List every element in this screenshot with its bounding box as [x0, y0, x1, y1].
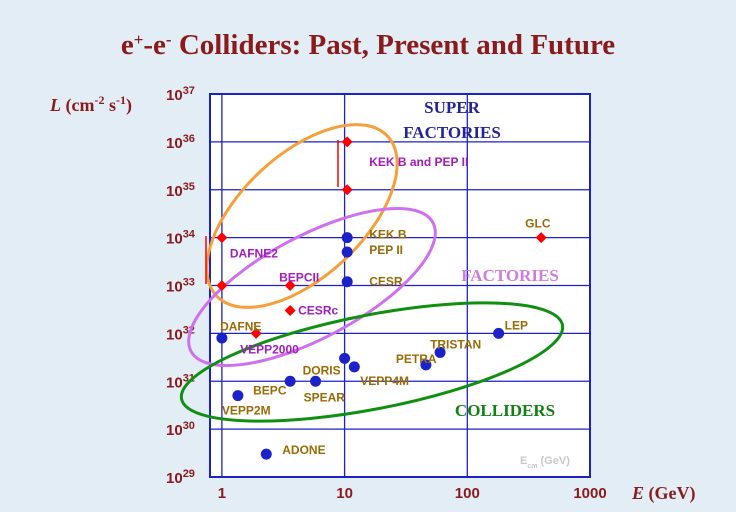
petra-label: PETRA	[396, 352, 437, 366]
x-tick-label: 1000	[573, 485, 606, 502]
spear-marker	[310, 375, 322, 387]
pep-ii-marker	[341, 246, 353, 258]
glc-label: GLC	[525, 217, 551, 231]
y-axis-label: L (cm-2 s-1)	[49, 93, 132, 116]
spear-label: SPEAR	[304, 390, 346, 404]
x-tick-label: 1	[218, 485, 226, 502]
kek-b-and-pep-ii-marker	[341, 136, 353, 148]
super-factories-ellipse	[205, 123, 399, 309]
ecm-annotation: Ecm (GeV)	[520, 455, 570, 470]
x-tick-labels: 1 10 100 1000	[218, 485, 607, 502]
dafne-label: DAFNE	[220, 319, 261, 333]
dafne2-label: DAFNE2	[230, 247, 278, 261]
adone-marker	[260, 448, 272, 460]
region-label-super: SUPER	[424, 98, 480, 117]
vepp2000-label: VEPP2000	[240, 342, 299, 356]
glc-marker	[535, 232, 547, 244]
dafne-marker	[250, 327, 262, 339]
bepcii-label: BEPCII	[279, 271, 319, 285]
y-tick-label: 1033	[166, 277, 195, 296]
lep-label: LEP	[505, 318, 528, 332]
bepcii-marker	[284, 280, 296, 291]
cesrc-marker	[284, 305, 296, 317]
kek-b-label: KEK B	[369, 228, 407, 242]
region-label-colliders: COLLIDERS	[455, 401, 555, 420]
cesr-label: CESR	[369, 275, 403, 289]
region-label-factories: FACTORIES	[461, 266, 559, 285]
bepc-label: BEPC	[253, 383, 287, 397]
y-tick-label: 1035	[166, 181, 195, 200]
data-labels: ADONE VEPP2M BEPC SPEAR DORIS VEPP4M PETRATRIS…	[220, 155, 551, 457]
y-tick-label: 1037	[166, 85, 195, 104]
vepp4m-marker	[348, 361, 360, 373]
vepp2m-marker	[232, 390, 244, 402]
tristan-marker	[434, 346, 446, 358]
region-ellipses	[179, 123, 565, 423]
kek-b-and-pep-ii-label: KEK B and PEP II	[369, 155, 468, 169]
x-axis-label: E (GeV)	[631, 483, 696, 504]
y-tick-label: 1029	[166, 468, 195, 487]
vepp2m-label: VEPP2M	[222, 404, 271, 418]
bepc-marker	[284, 375, 296, 387]
pep-ii-label: PEP II	[369, 243, 403, 257]
region-label-super-factories: FACTORIES	[403, 123, 501, 142]
doris-marker	[339, 352, 351, 364]
colliders-ellipse	[179, 301, 565, 423]
adone-label: ADONE	[282, 443, 325, 457]
chart-title: e+-e- Colliders: Past, Present and Futur…	[121, 29, 615, 61]
y-tick-label: 1034	[166, 229, 196, 248]
grid-lines	[210, 94, 590, 477]
vepp4m-label: VEPP4M	[360, 374, 409, 388]
y-tick-label: 1030	[166, 420, 195, 439]
doris-label: DORIS	[303, 363, 341, 377]
unlabeled-marker	[216, 332, 228, 344]
cesrc-label: CESRc	[298, 304, 338, 318]
unlabeled-marker	[216, 280, 228, 291]
unlabeled-marker	[341, 184, 353, 196]
y-tick-label: 1036	[166, 133, 195, 152]
x-tick-label: 100	[455, 485, 480, 502]
factories-ellipse	[187, 206, 437, 368]
tristan-label: TRISTAN	[430, 337, 481, 351]
data-markers	[216, 136, 547, 460]
petra-marker	[420, 359, 432, 371]
cesr-marker	[341, 276, 353, 288]
x-tick-label: 10	[336, 485, 353, 502]
lep-marker	[493, 327, 505, 339]
kek-b-marker	[341, 232, 353, 244]
dafne2-marker	[216, 232, 228, 244]
